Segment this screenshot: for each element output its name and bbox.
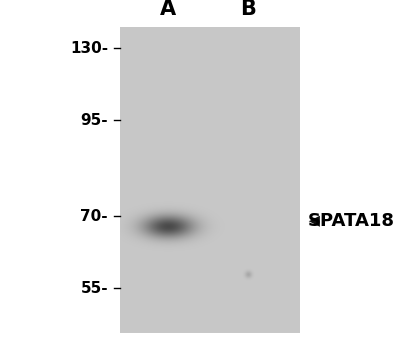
- Text: SPATA18: SPATA18: [308, 212, 395, 230]
- Text: B: B: [240, 0, 256, 20]
- Text: 70-: 70-: [80, 209, 108, 224]
- Text: 130-: 130-: [70, 40, 108, 56]
- Text: 55-: 55-: [80, 281, 108, 296]
- Text: 95-: 95-: [80, 113, 108, 128]
- Text: A: A: [160, 0, 176, 20]
- Bar: [120, 27, 300, 333]
